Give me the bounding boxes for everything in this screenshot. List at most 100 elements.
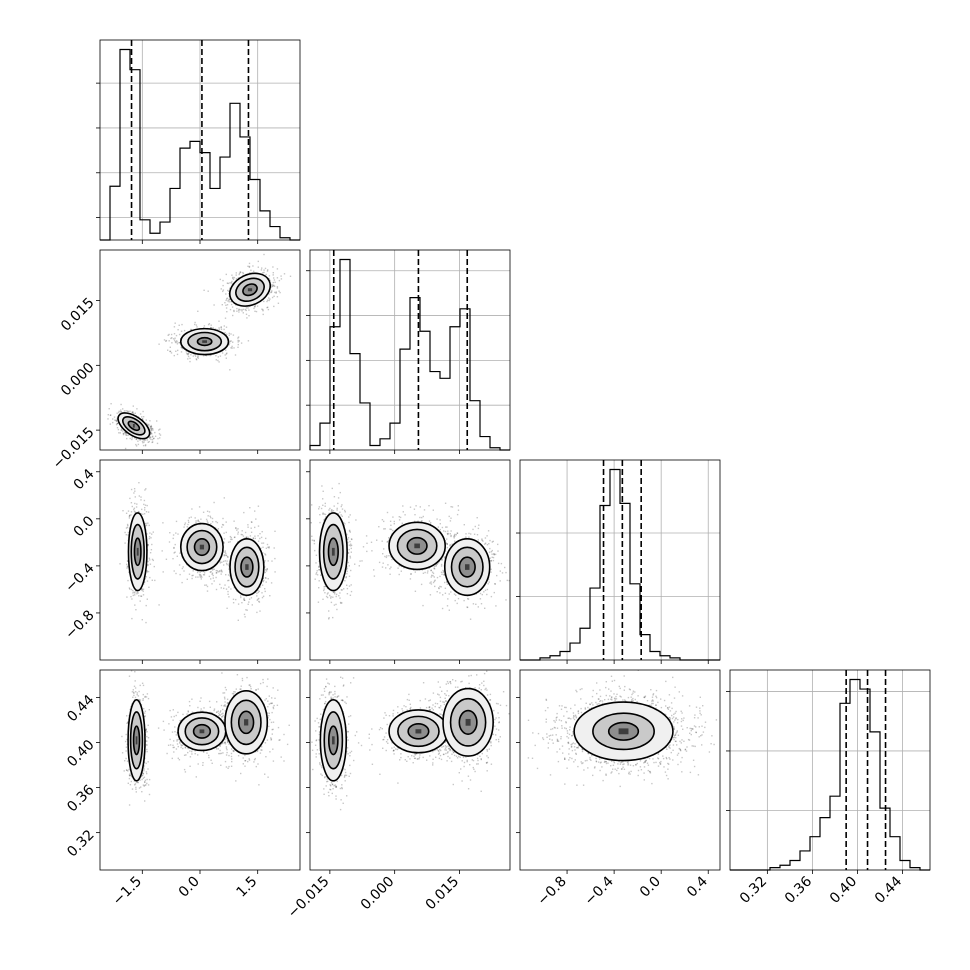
sample-point <box>130 511 133 513</box>
sample-point <box>419 516 421 519</box>
sample-point <box>283 273 286 275</box>
sample-point <box>230 347 232 349</box>
sample-point <box>147 560 149 563</box>
sample-point <box>223 325 225 327</box>
sample-point <box>382 562 384 564</box>
sample-point <box>145 524 148 526</box>
sample-point <box>346 587 349 590</box>
sample-point <box>140 512 142 515</box>
sample-point <box>349 594 352 596</box>
sample-point <box>202 574 205 576</box>
sample-point <box>207 323 210 326</box>
histogram-p1 <box>309 258 510 451</box>
sample-point <box>165 558 168 560</box>
sample-point <box>258 600 260 603</box>
sample-point <box>148 424 150 427</box>
sample-point <box>263 579 265 582</box>
sample-point <box>190 354 192 356</box>
sample-point <box>173 354 175 357</box>
sample-point <box>124 531 126 534</box>
sample-point <box>120 429 122 432</box>
sample-point <box>262 308 264 311</box>
sample-point <box>332 616 334 619</box>
sample-point <box>264 554 267 556</box>
sample-point <box>350 538 353 540</box>
sample-point <box>339 597 341 599</box>
sample-point <box>260 536 263 539</box>
sample-point <box>236 529 238 531</box>
sample-point <box>268 278 270 280</box>
sample-point <box>174 340 176 343</box>
sample-point <box>311 535 313 537</box>
sample-point <box>314 549 316 552</box>
sample-point <box>278 290 280 292</box>
sample-point <box>389 568 391 570</box>
sample-point <box>135 438 137 440</box>
sample-point <box>148 557 151 559</box>
sample-point <box>318 508 320 510</box>
sample-point <box>450 530 452 532</box>
sample-point <box>257 589 259 592</box>
sample-point <box>223 538 226 540</box>
sample-point <box>258 590 260 593</box>
sample-point <box>430 522 432 524</box>
sample-point <box>333 604 336 606</box>
sample-point <box>172 338 175 340</box>
sample-point <box>231 538 233 541</box>
sample-point <box>263 271 265 274</box>
sample-point <box>237 540 239 543</box>
sample-point <box>151 436 153 438</box>
sample-point <box>151 433 153 435</box>
sample-point <box>226 282 229 284</box>
sample-point <box>431 571 434 573</box>
sample-point <box>261 308 263 310</box>
sample-point <box>126 523 129 526</box>
sample-point <box>265 569 267 571</box>
sample-point <box>242 308 245 311</box>
sample-point <box>240 533 242 536</box>
sample-point <box>339 511 341 513</box>
sample-point <box>203 327 205 329</box>
sample-point <box>224 354 226 356</box>
sample-point <box>224 331 226 334</box>
sample-point <box>430 581 432 583</box>
sample-point <box>388 539 390 541</box>
sample-point <box>232 276 234 279</box>
sample-point <box>122 432 124 435</box>
sample-point <box>256 599 258 601</box>
sample-point <box>223 328 225 331</box>
sample-point <box>328 618 330 620</box>
sample-point <box>124 447 127 450</box>
sample-point <box>176 353 179 356</box>
sample-point <box>268 297 270 299</box>
sample-point <box>398 573 400 576</box>
sample-point <box>195 358 197 360</box>
sample-point <box>267 269 269 271</box>
sample-point <box>129 514 131 516</box>
sample-point <box>321 485 323 487</box>
sample-point <box>355 519 357 521</box>
sample-point <box>245 536 247 538</box>
sample-point <box>221 352 224 354</box>
sample-point <box>257 591 259 594</box>
sample-point <box>215 569 217 572</box>
sample-point <box>344 523 346 525</box>
sample-point <box>262 546 264 548</box>
sample-point <box>183 526 185 528</box>
sample-point <box>143 581 146 583</box>
sample-point <box>330 596 332 598</box>
sample-point <box>187 523 189 526</box>
sample-point <box>199 574 202 576</box>
sample-point <box>202 570 205 573</box>
sample-point <box>178 333 181 336</box>
sample-point <box>152 441 154 443</box>
sample-point <box>273 305 275 308</box>
sample-point <box>131 438 133 441</box>
sample-point <box>336 509 338 511</box>
sample-point <box>158 604 160 606</box>
sample-point <box>212 327 214 329</box>
sample-point <box>390 528 392 531</box>
sample-point <box>232 334 235 336</box>
sample-point <box>336 507 338 510</box>
sample-point <box>267 306 269 308</box>
